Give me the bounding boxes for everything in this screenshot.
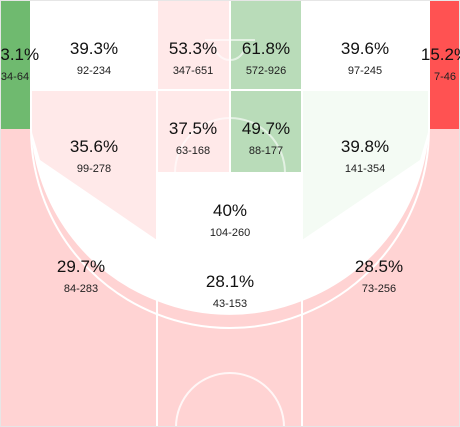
zone-left-wing-three <box>0 129 157 427</box>
zone-made-attempts-paint-left-high: 63-168 <box>176 145 210 157</box>
zone-pct-left-baseline-mid: 39.3% <box>70 39 118 58</box>
zone-made-attempts-paint-right-low: 572-926 <box>246 65 286 77</box>
zone-left-wing-mid <box>31 90 157 240</box>
center-court-arc <box>175 372 285 427</box>
restricted-arc <box>214 44 246 61</box>
zone-pct-left-wing-mid: 35.6% <box>70 137 118 156</box>
zone-pct-left-wing-three: 29.7% <box>57 257 105 276</box>
free-throw-circle <box>174 117 286 229</box>
zone-made-attempts-left-corner-three: 34-64 <box>1 71 29 83</box>
zone-pct-paint-left-low: 53.3% <box>169 39 217 58</box>
zone-made-attempts-left-baseline-mid: 92-234 <box>77 65 111 77</box>
zone-right-corner-three <box>429 0 460 129</box>
zone-pct-right-baseline-mid: 39.6% <box>341 39 389 58</box>
zone-made-attempts-paint-left-low: 347-651 <box>173 65 213 77</box>
zone-top-three <box>157 301 302 427</box>
zone-pct-paint-right-high: 49.7% <box>242 119 290 138</box>
zone-paint-left-low <box>157 0 230 90</box>
zone-made-attempts-top-key-mid: 104-260 <box>210 227 250 239</box>
zone-pct-right-corner-three: 15.2% <box>421 45 460 64</box>
zone-pct-top-key-mid: 40% <box>213 201 247 220</box>
zone-top-key-mid <box>157 173 302 328</box>
zone-pct-right-wing-mid: 39.8% <box>341 137 389 156</box>
zone-pct-top-three: 28.1% <box>206 272 254 291</box>
zone-left-baseline-mid <box>31 0 157 90</box>
zone-right-wing-mid <box>302 90 429 240</box>
zone-made-attempts-top-three: 43-153 <box>213 298 247 310</box>
zone-made-attempts-right-wing-mid: 141-354 <box>345 163 385 175</box>
zone-pct-paint-right-low: 61.8% <box>242 39 290 58</box>
zone-made-attempts-left-wing-three: 84-283 <box>64 283 98 295</box>
zone-made-attempts-paint-right-high: 88-177 <box>249 145 283 157</box>
zone-pct-left-corner-three: 53.1% <box>0 45 39 64</box>
zone-right-baseline-mid <box>302 0 429 90</box>
zone-made-attempts-right-corner-three: 7-46 <box>434 71 456 83</box>
three-point-arc <box>30 128 430 329</box>
zone-made-attempts-right-wing-three: 73-256 <box>362 283 396 295</box>
zone-made-attempts-right-baseline-mid: 97-245 <box>348 65 382 77</box>
zone-pct-right-wing-three: 28.5% <box>355 257 403 276</box>
zone-pct-paint-left-high: 37.5% <box>169 119 217 138</box>
zone-right-wing-three <box>302 129 460 427</box>
zone-made-attempts-left-wing-mid: 99-278 <box>77 163 111 175</box>
zone-paint-right-low <box>230 0 302 90</box>
zone-left-corner-three <box>0 0 31 129</box>
